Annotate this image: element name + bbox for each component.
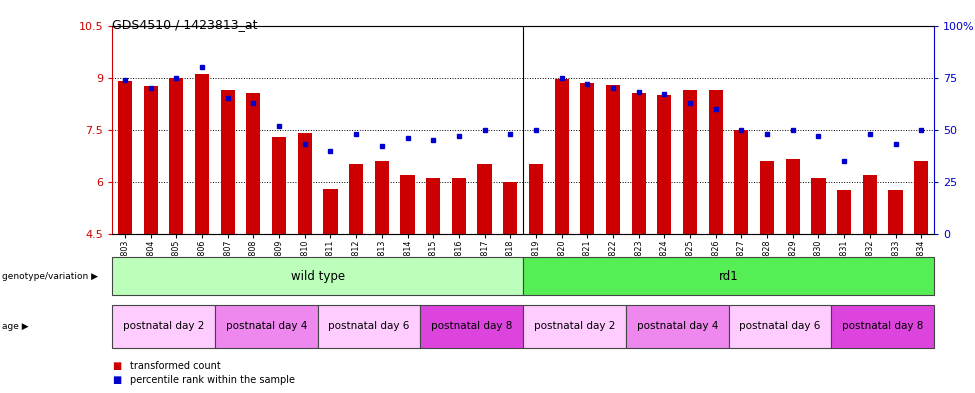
Bar <box>863 175 877 234</box>
Bar <box>112 257 523 295</box>
Bar <box>401 175 414 234</box>
Bar <box>503 182 518 234</box>
Text: rd1: rd1 <box>719 270 738 283</box>
Bar <box>760 161 774 234</box>
Text: percentile rank within the sample: percentile rank within the sample <box>130 375 294 385</box>
Bar <box>657 95 672 234</box>
Text: age ▶: age ▶ <box>2 322 28 331</box>
Bar <box>318 305 420 348</box>
Bar <box>220 90 235 234</box>
Text: ■: ■ <box>112 375 121 385</box>
Bar <box>528 164 543 234</box>
Bar <box>523 257 934 295</box>
Text: postnatal day 6: postnatal day 6 <box>739 321 821 331</box>
Bar <box>605 84 620 234</box>
Text: postnatal day 4: postnatal day 4 <box>225 321 307 331</box>
Text: postnatal day 6: postnatal day 6 <box>329 321 410 331</box>
Bar <box>118 81 132 234</box>
Text: postnatal day 8: postnatal day 8 <box>842 321 923 331</box>
Bar <box>734 130 749 234</box>
Bar <box>555 79 568 234</box>
Bar <box>451 178 466 234</box>
Bar <box>786 159 799 234</box>
Text: GDS4510 / 1423813_at: GDS4510 / 1423813_at <box>112 18 257 31</box>
Bar <box>838 191 851 234</box>
Bar <box>478 164 491 234</box>
Bar <box>112 305 214 348</box>
Bar <box>297 133 312 234</box>
Text: postnatal day 8: postnatal day 8 <box>431 321 513 331</box>
Bar <box>632 93 645 234</box>
Bar <box>682 90 697 234</box>
Bar <box>420 305 523 348</box>
Text: transformed count: transformed count <box>130 362 220 371</box>
Text: ■: ■ <box>112 362 121 371</box>
Bar <box>523 305 626 348</box>
Text: postnatal day 2: postnatal day 2 <box>123 321 204 331</box>
Bar <box>214 305 318 348</box>
Text: postnatal day 2: postnatal day 2 <box>533 321 615 331</box>
Bar <box>888 191 903 234</box>
Bar <box>324 189 337 234</box>
Bar <box>426 178 441 234</box>
Text: postnatal day 4: postnatal day 4 <box>637 321 718 331</box>
Bar <box>272 137 286 234</box>
Bar <box>832 305 934 348</box>
Bar <box>915 161 928 234</box>
Bar <box>374 161 389 234</box>
Bar <box>811 178 826 234</box>
Bar <box>247 93 260 234</box>
Bar <box>709 90 722 234</box>
Bar <box>170 77 183 234</box>
Bar <box>143 86 158 234</box>
Bar <box>580 83 595 234</box>
Text: wild type: wild type <box>291 270 345 283</box>
Text: genotype/variation ▶: genotype/variation ▶ <box>2 272 98 281</box>
Bar <box>728 305 832 348</box>
Bar <box>349 164 364 234</box>
Bar <box>195 74 209 234</box>
Bar <box>626 305 728 348</box>
